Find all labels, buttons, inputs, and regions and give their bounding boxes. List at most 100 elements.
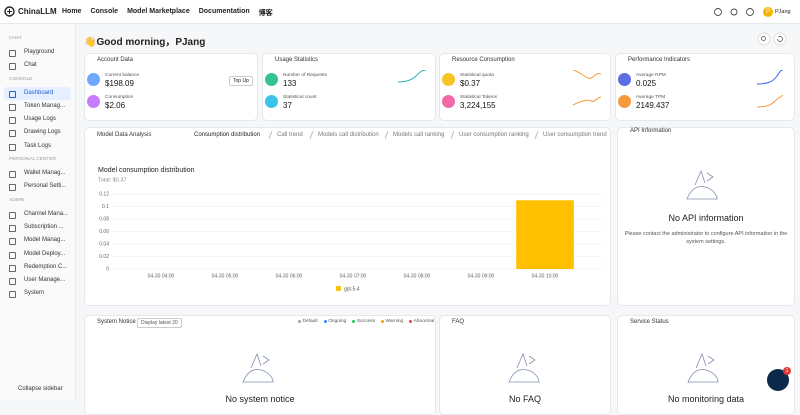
- status-empty: No monitoring data: [667, 394, 745, 404]
- sidebar-item[interactable]: Task Logs: [4, 140, 71, 153]
- stat-card: [615, 53, 795, 121]
- api-note: Please contact the administrator to conf…: [624, 231, 788, 245]
- legend-swatch: [336, 286, 341, 291]
- faq-title: FAQ: [452, 319, 465, 325]
- nav-link[interactable]: Model Marketplace: [127, 7, 190, 15]
- sidebar-item[interactable]: Model Deploy...: [4, 248, 71, 261]
- nav-link[interactable]: Home: [62, 7, 82, 15]
- notice-legend: Default Ongoing Success Warning Abnormal: [298, 319, 434, 324]
- notice-empty: No system notice: [225, 394, 295, 404]
- sidebar-item[interactable]: Drawing Logs: [4, 126, 71, 139]
- analysis-tab[interactable]: Call trend: [277, 132, 303, 138]
- stat-card: [439, 53, 611, 121]
- notice-panel: [84, 315, 436, 415]
- stat-value: 37: [283, 101, 292, 110]
- sidebar-section-title: CHAT: [9, 36, 22, 41]
- analysis-tab[interactable]: Consumption distribution: [194, 132, 261, 138]
- chart-subtitle: Total: $0.37: [98, 177, 126, 183]
- legend-label: gpt-5.4: [344, 286, 360, 292]
- sidebar-item[interactable]: Subscription ...: [4, 221, 71, 234]
- sidebar-item[interactable]: Usage Logs: [4, 113, 71, 126]
- legend-item: Ongoing: [323, 319, 346, 324]
- brand[interactable]: ChinaLLM: [18, 7, 57, 16]
- sparkline: [757, 70, 784, 85]
- x-tick-label: 04-30 08:00: [404, 273, 431, 279]
- stat-value: $198.09: [105, 79, 134, 88]
- analysis-tab[interactable]: Models call distribution: [318, 132, 379, 138]
- legend-dot: [352, 320, 356, 323]
- sidebar-item[interactable]: Chat: [4, 59, 71, 72]
- sidebar-section-title: PERSONAL CENTER: [9, 157, 57, 163]
- faq-panel: [439, 315, 611, 415]
- stat-value: 133: [283, 79, 297, 88]
- sidebar-item[interactable]: Personal Setti...: [4, 180, 71, 193]
- stat-label: Statistical Tokens: [460, 95, 497, 100]
- sidebar-section-title: ADMIN: [9, 197, 25, 203]
- top-up-button[interactable]: Top Up: [229, 76, 253, 86]
- sidebar-item[interactable]: System: [4, 287, 71, 300]
- stat-icon: [442, 73, 455, 86]
- x-tick-label: 04-30 05:00: [212, 273, 239, 279]
- analysis-tab[interactable]: User consumption trend: [543, 132, 607, 138]
- nav-link[interactable]: 博客: [258, 9, 273, 17]
- stat-label: Number of Requests: [283, 73, 327, 78]
- x-tick-label: 04-30 10:00: [532, 273, 559, 279]
- legend-item: Abnormal: [409, 319, 434, 324]
- sparkline: [573, 70, 602, 79]
- empty-illustration: [242, 352, 274, 383]
- stat-label: Average TPM: [636, 95, 666, 100]
- avatar[interactable]: P: [763, 7, 773, 17]
- nav-link[interactable]: Documentation: [198, 7, 250, 15]
- y-tick-label: 0.04: [99, 241, 109, 247]
- stat-icon: [87, 95, 100, 108]
- sidebar-item[interactable]: Token Manag...: [4, 100, 71, 113]
- header-icons: [757, 32, 787, 46]
- empty-illustration: [508, 352, 540, 383]
- stat-icon: [265, 95, 278, 108]
- stat-card: [84, 53, 258, 121]
- sidebar-item[interactable]: Redemption C...: [4, 261, 71, 274]
- legend-text: Default: [302, 319, 318, 324]
- logo: [4, 6, 15, 17]
- user-name[interactable]: PJang: [775, 9, 791, 15]
- legend-text: Abnormal: [413, 319, 435, 324]
- api-title: API Information: [630, 128, 672, 134]
- legend-text: Success: [356, 319, 375, 324]
- stat-value: 0.025: [636, 79, 657, 88]
- stat-value: $2.06: [105, 101, 126, 110]
- sidebar-item[interactable]: Dashboard: [4, 86, 71, 100]
- empty-illustration: [687, 352, 719, 383]
- sidebar-item[interactable]: Playground: [4, 46, 71, 59]
- chat-bubble[interactable]: [767, 369, 789, 391]
- sidebar-item[interactable]: User Manage...: [4, 274, 71, 287]
- bar: [516, 200, 574, 269]
- stat-icon: [618, 95, 631, 108]
- stat-icon: [265, 73, 278, 86]
- stat-value: 2149.437: [636, 101, 670, 110]
- legend-item: Success: [352, 319, 375, 324]
- analysis-tab[interactable]: User consumption ranking: [459, 132, 529, 138]
- top-nav: [0, 0, 800, 24]
- stat-value: $0.37: [460, 79, 481, 88]
- sidebar-item[interactable]: Wallet Manag...: [4, 167, 71, 180]
- y-tick-label: 0.08: [99, 216, 109, 222]
- stat-label: Consumption: [105, 95, 134, 100]
- legend-dot: [298, 320, 301, 323]
- analysis-tab[interactable]: Models call ranking: [393, 132, 445, 138]
- card-title: Account Data: [97, 57, 134, 63]
- nav-link[interactable]: Console: [90, 7, 119, 15]
- y-tick-label: 0.12: [99, 191, 109, 197]
- stat-card: [262, 53, 436, 121]
- sidebar-item[interactable]: Channel Mana...: [4, 208, 71, 221]
- x-tick-label: 04-30 07:00: [340, 273, 367, 279]
- collapse-sidebar[interactable]: Collapse sidebar: [18, 386, 63, 392]
- sparkline: [398, 70, 427, 83]
- api-empty: No API information: [668, 213, 744, 223]
- x-tick-label: 04-30 06:00: [276, 273, 303, 279]
- analysis-title: Model Data Analysis: [97, 132, 152, 138]
- stat-label: Statistical quota: [460, 73, 494, 78]
- stat-value: 3,224,155: [460, 101, 496, 110]
- notice-badge: Display latest 20: [137, 318, 182, 328]
- sidebar-item[interactable]: Model Manag...: [4, 234, 71, 247]
